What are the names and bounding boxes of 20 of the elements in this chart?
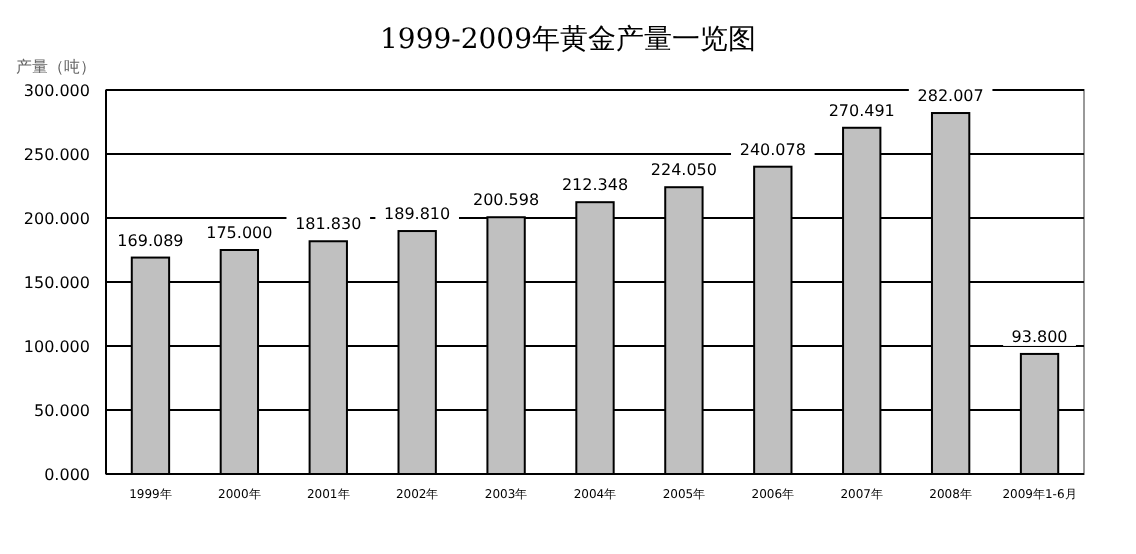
y-tick-label: 0.000 <box>44 465 90 484</box>
data-label: 181.830 <box>295 215 362 234</box>
y-tick-label: 300.000 <box>23 81 90 100</box>
data-label: 189.810 <box>384 205 451 224</box>
data-label: 282.007 <box>917 87 984 106</box>
data-label: 169.089 <box>117 231 184 250</box>
y-tick-label: 100.000 <box>23 337 90 356</box>
data-label: 200.598 <box>473 191 540 210</box>
data-label: 93.800 <box>1011 327 1068 346</box>
chart-title: 1999-2009年黄金产量一览图 <box>380 24 756 56</box>
y-axis-title: 产量（吨） <box>16 58 96 76</box>
data-label: 270.491 <box>828 101 895 120</box>
y-tick-label: 150.000 <box>23 273 90 292</box>
y-tick-label: 200.000 <box>23 209 90 228</box>
data-label: 175.000 <box>206 224 273 242</box>
data-label: 224.050 <box>650 161 717 180</box>
data-label: 212.348 <box>561 176 629 195</box>
y-tick-label: 50.000 <box>34 401 90 420</box>
y-tick-label: 250.000 <box>23 145 90 164</box>
data-label: 240.078 <box>739 140 806 159</box>
